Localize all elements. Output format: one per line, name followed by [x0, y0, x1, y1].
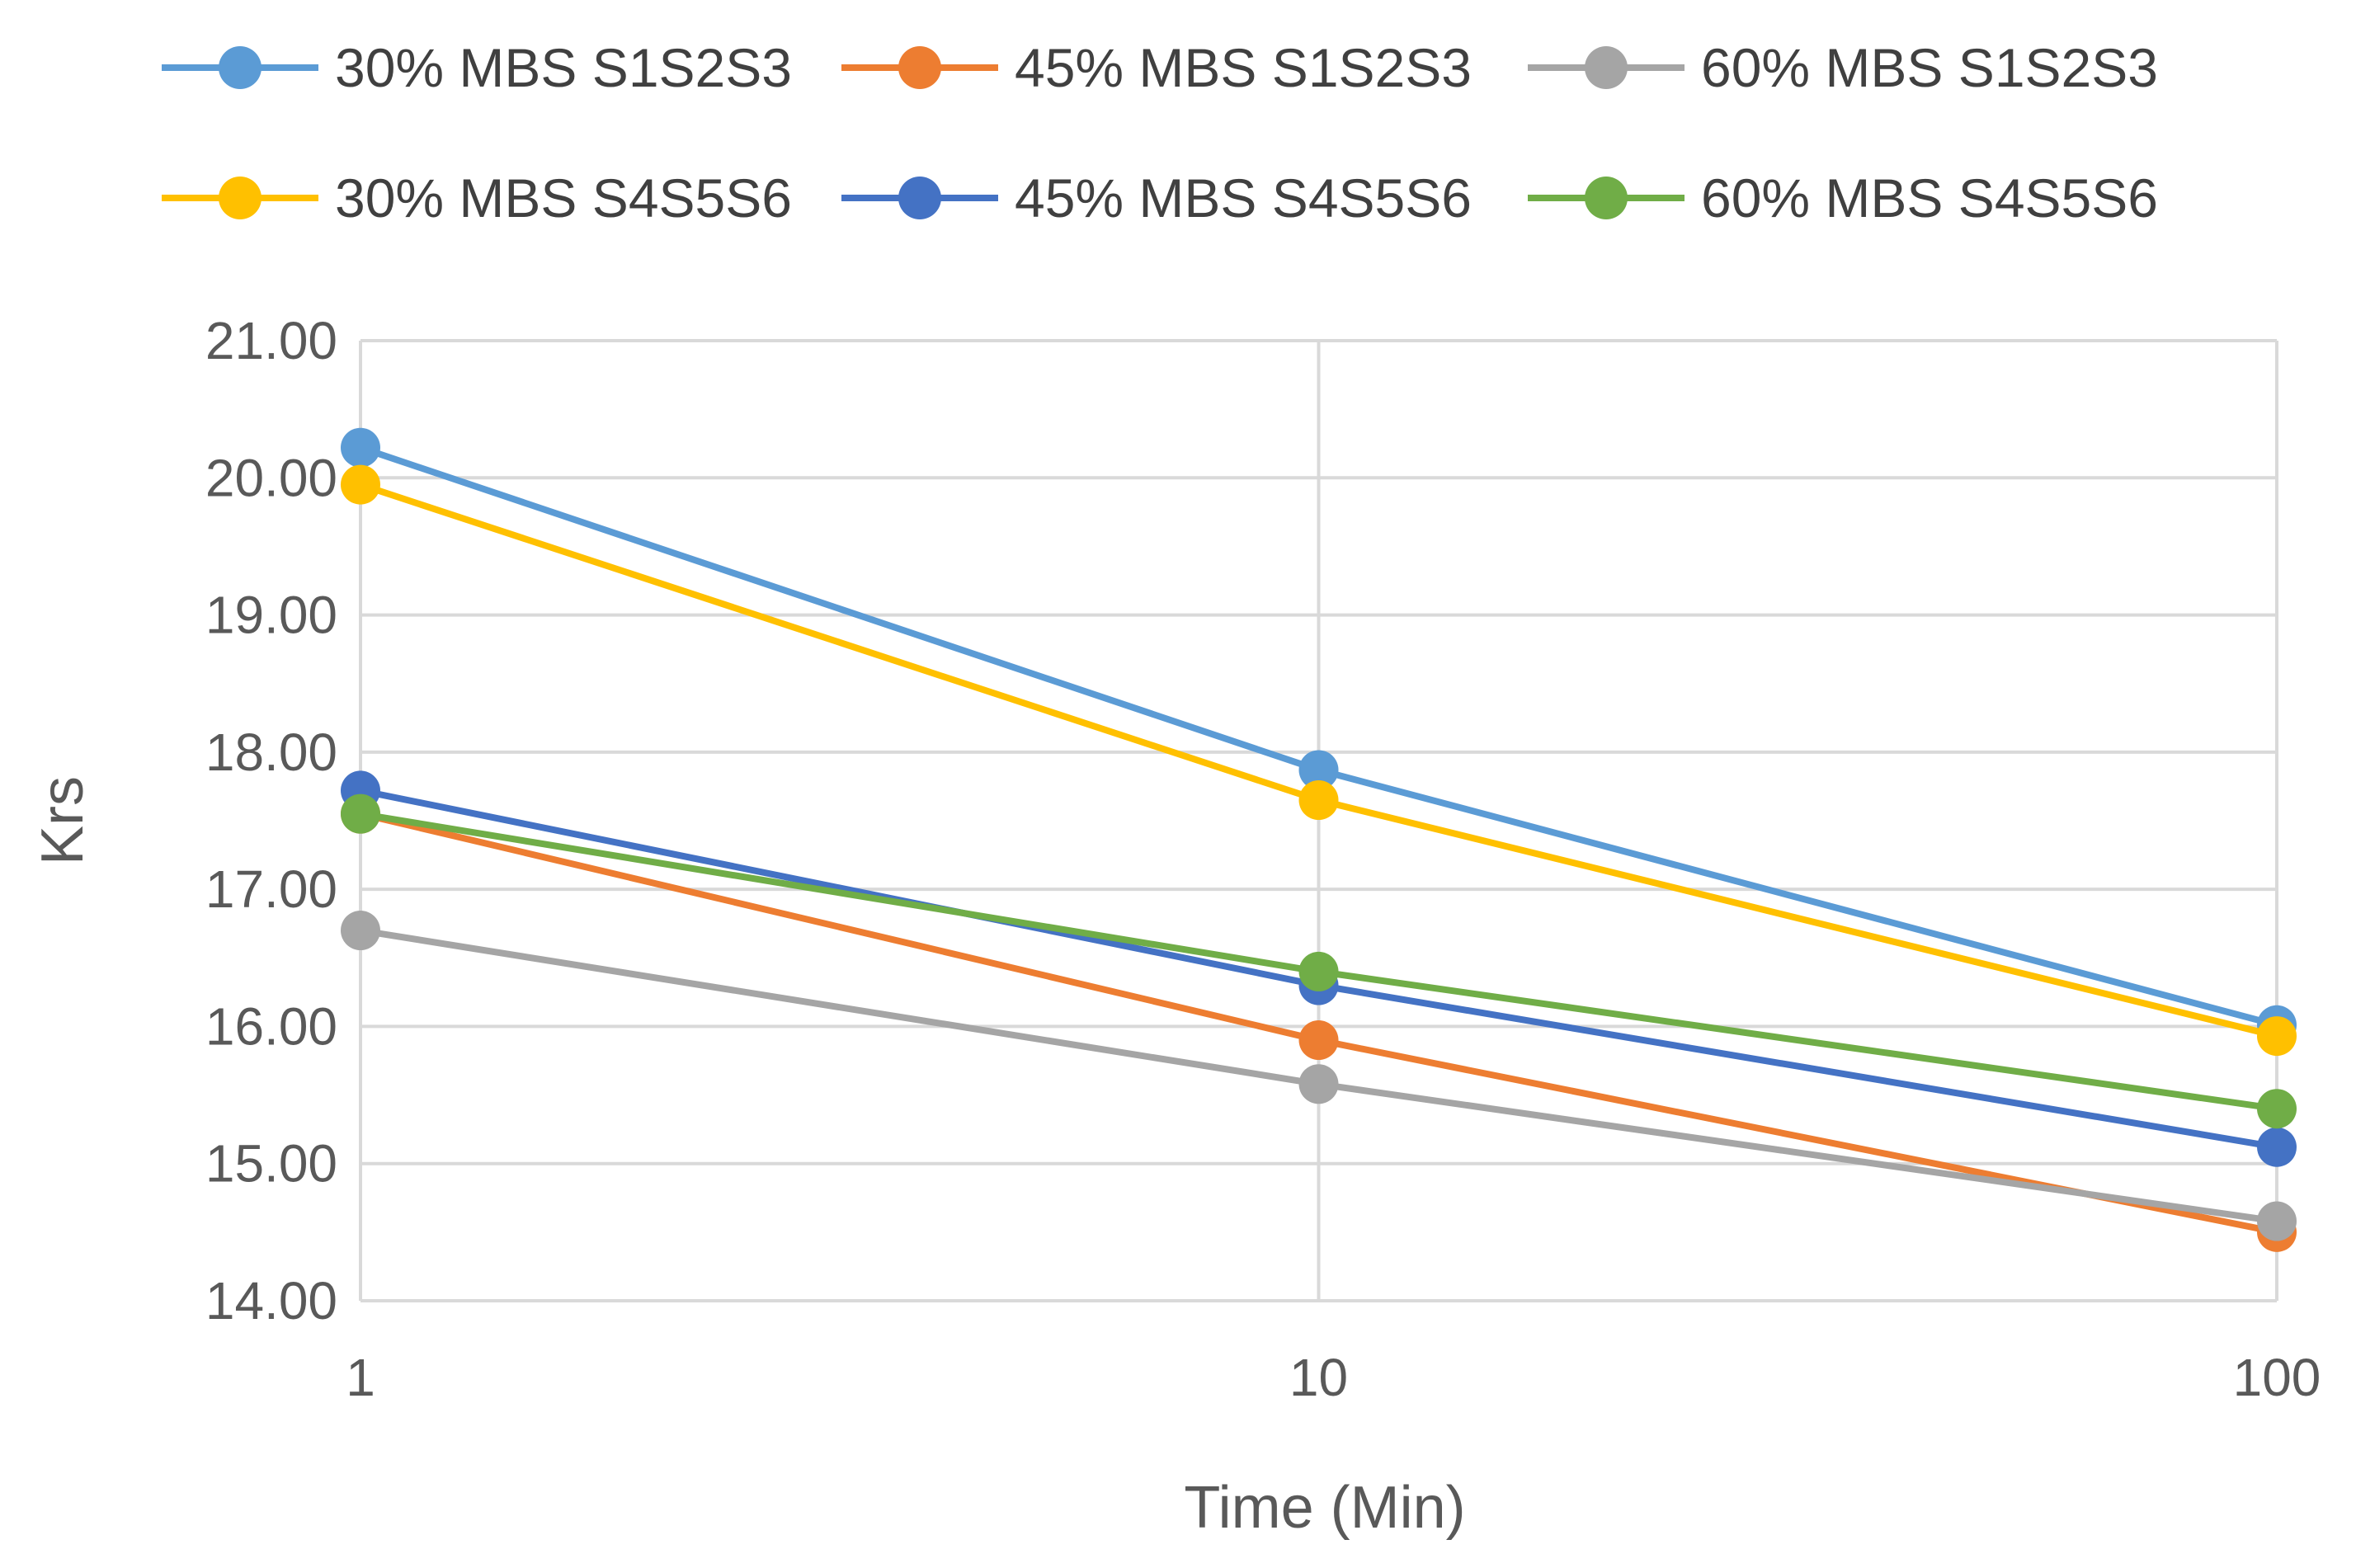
legend-swatch-marker [898, 46, 941, 89]
data-point [341, 911, 380, 951]
series-layer [341, 427, 2297, 1252]
legend-item: 45% MBS S4S5S6 [841, 167, 1472, 228]
data-point [2257, 1016, 2297, 1057]
legend-swatch-marker [1585, 46, 1628, 89]
data-point [2257, 1089, 2297, 1129]
y-axis-title: Krs [30, 776, 96, 865]
series-4 [341, 464, 2297, 1057]
y-tick-label: 20.00 [205, 448, 337, 507]
data-point [2257, 1127, 2297, 1167]
data-point [1298, 1064, 1339, 1104]
y-tick-label: 17.00 [205, 859, 337, 919]
data-point [2257, 1201, 2297, 1241]
data-point [341, 793, 380, 834]
series-3 [341, 911, 2297, 1241]
legend-label: 60% MBS S4S5S6 [1701, 167, 2158, 228]
legend-label: 45% MBS S4S5S6 [1015, 167, 1472, 228]
legend-item: 30% MBS S4S5S6 [162, 167, 792, 228]
x-axis-ticks: 1 10 100 [346, 1348, 2321, 1407]
legend-swatch-marker [898, 177, 941, 219]
y-tick-label: 14.00 [205, 1271, 337, 1330]
data-point [341, 427, 380, 468]
data-point [341, 464, 380, 505]
legend: 30% MBS S1S2S3 45% MBS S1S2S3 60% MBS S1S2… [162, 37, 2158, 228]
data-point [1298, 951, 1339, 991]
legend-item: 60% MBS S1S2S3 [1528, 37, 2158, 98]
data-point [1298, 780, 1339, 821]
y-tick-label: 18.00 [205, 723, 337, 782]
y-tick-label: 21.00 [205, 311, 337, 370]
y-tick-label: 16.00 [205, 996, 337, 1056]
legend-label: 45% MBS S1S2S3 [1015, 37, 1472, 98]
series-6 [341, 793, 2297, 1129]
legend-item: 60% MBS S4S5S6 [1528, 167, 2158, 228]
gridlines [359, 339, 2278, 1302]
x-tick-label: 100 [2233, 1348, 2321, 1407]
legend-swatch-marker [219, 177, 262, 219]
x-tick-label: 10 [1289, 1348, 1348, 1407]
y-axis-ticks: 14.00 15.00 16.00 17.00 18.00 19.00 20.00 21.00 [205, 311, 337, 1330]
y-tick-label: 15.00 [205, 1134, 337, 1194]
y-tick-label: 19.00 [205, 586, 337, 645]
x-tick-label: 1 [346, 1348, 375, 1407]
data-point [1298, 1020, 1339, 1061]
legend-swatch-marker [219, 46, 262, 89]
data-point [1298, 750, 1339, 790]
legend-label: 30% MBS S1S2S3 [335, 37, 792, 98]
legend-swatch-marker [1585, 177, 1628, 219]
legend-label: 60% MBS S1S2S3 [1701, 37, 2158, 98]
legend-item: 30% MBS S1S2S3 [162, 37, 792, 98]
legend-item: 45% MBS S1S2S3 [841, 37, 1472, 98]
x-axis-title: Time (Min) [1184, 1475, 1465, 1541]
legend-label: 30% MBS S4S5S6 [335, 167, 792, 228]
